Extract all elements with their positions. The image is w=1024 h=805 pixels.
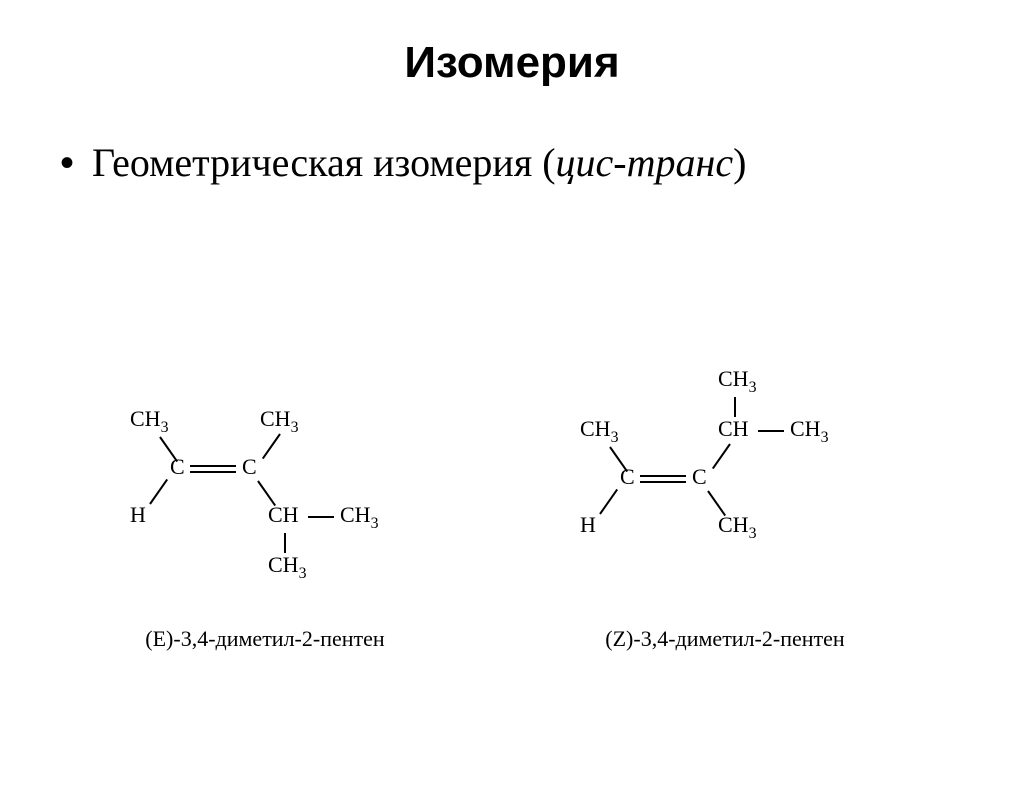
- bond-line: [599, 489, 618, 515]
- ch3-label: CH3: [130, 408, 168, 435]
- caption-left: (E)-3,4-диметил-2-пентен: [100, 626, 430, 652]
- structure-right: CH3 CH3 CH CH3 C C H CH3: [580, 368, 930, 578]
- ch3-label: CH3: [340, 504, 378, 531]
- bond-line: [758, 430, 784, 432]
- dbond-line: [640, 481, 686, 483]
- c-label: C: [692, 466, 707, 488]
- caption-right: (Z)-3,4-диметил-2-пентен: [560, 626, 890, 652]
- ch3-label: CH3: [790, 418, 828, 445]
- ch-label: CH: [718, 418, 749, 440]
- c-label: C: [620, 466, 635, 488]
- bond-line: [308, 516, 334, 518]
- bullet-italic: цис-транс: [556, 140, 734, 185]
- dbond-line: [640, 475, 686, 477]
- bullet-suffix: ): [733, 140, 746, 185]
- ch3-label: CH3: [268, 554, 306, 581]
- ch-label: CH: [268, 504, 299, 526]
- dbond-line: [190, 471, 236, 473]
- page-title: Изомерия: [0, 38, 1024, 88]
- bond-line: [149, 479, 168, 505]
- bond-line: [734, 397, 736, 417]
- bullet-prefix: Геометрическая изомерия (: [92, 140, 556, 185]
- ch3-label: CH3: [260, 408, 298, 435]
- bond-line: [712, 443, 731, 469]
- h-label: H: [130, 504, 146, 526]
- bond-line: [262, 433, 281, 459]
- h-label: H: [580, 514, 596, 536]
- ch3-label: CH3: [718, 514, 756, 541]
- bullet-block: • Геометрическая изомерия (цис-транс): [60, 138, 964, 188]
- bullet-text: Геометрическая изомерия (цис-транс): [92, 138, 964, 188]
- bond-line: [284, 533, 286, 553]
- c-label: C: [242, 456, 257, 478]
- bullet-marker: •: [60, 138, 74, 188]
- structure-left: CH3 CH3 C C H CH CH3 CH3: [130, 408, 460, 608]
- dbond-line: [190, 465, 236, 467]
- c-label: C: [170, 456, 185, 478]
- ch3-label: CH3: [580, 418, 618, 445]
- ch3-label: CH3: [718, 368, 756, 395]
